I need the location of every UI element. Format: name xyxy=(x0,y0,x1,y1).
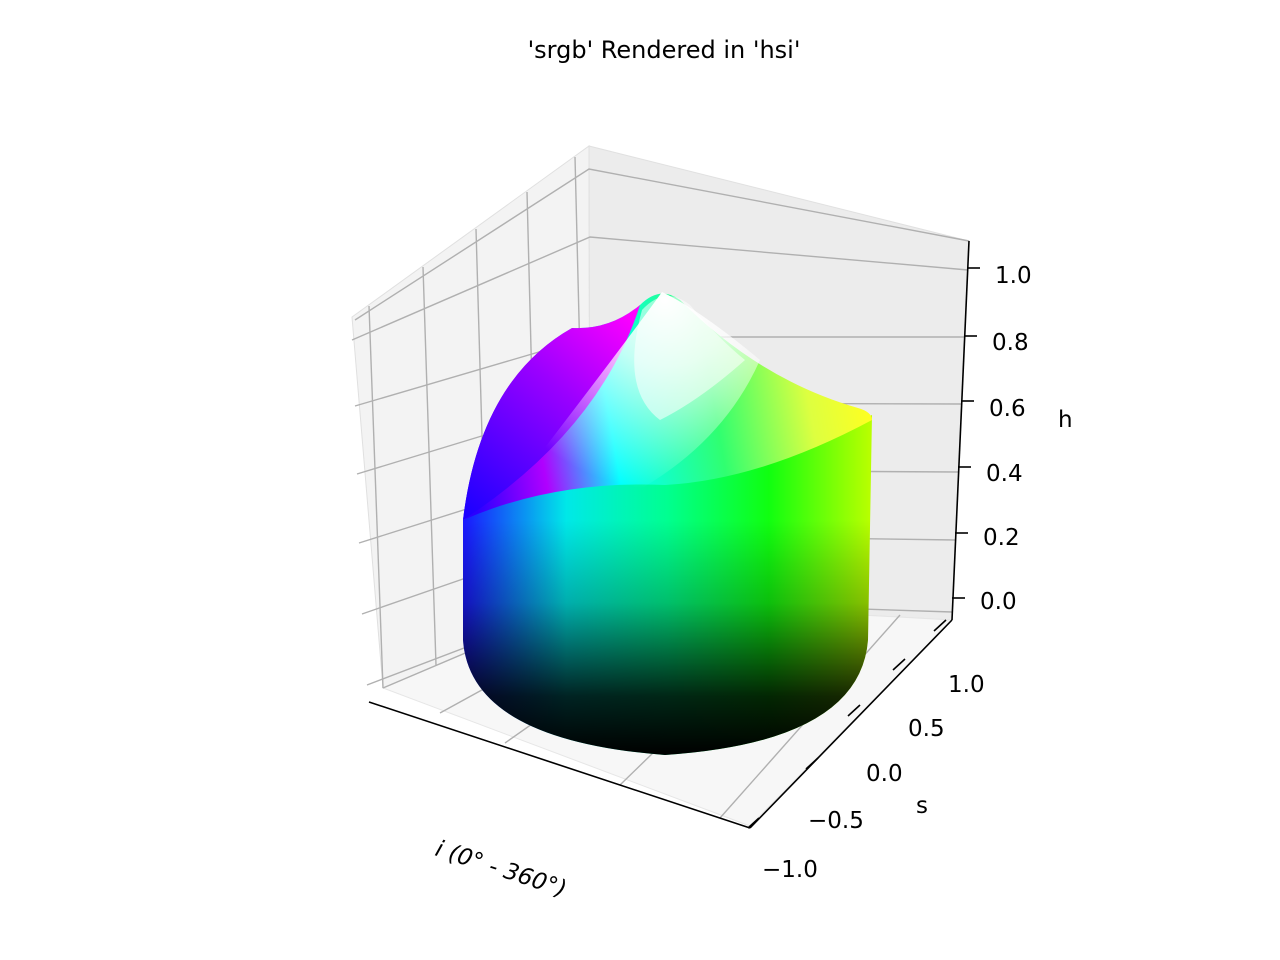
y-tick-3 xyxy=(892,658,906,671)
y-tick-label-1: −0.5 xyxy=(808,808,864,834)
y-tick-label-2: 0.0 xyxy=(866,761,903,787)
y-tick-label-0: −1.0 xyxy=(762,857,818,883)
z-axis-line xyxy=(951,240,970,621)
z-ticks: 0.0 0.2 0.4 0.6 0.8 1.0 xyxy=(952,263,1032,615)
y-axis-label: s xyxy=(916,793,928,819)
z-tick-label-0: 0.0 xyxy=(980,589,1017,615)
z-tick-label-3: 0.6 xyxy=(989,396,1026,422)
y-axis-line xyxy=(749,619,953,829)
z-tick-label-2: 0.4 xyxy=(986,461,1023,487)
x-axis-line xyxy=(368,701,751,829)
y-tick-label-4: 1.0 xyxy=(948,672,985,698)
x-axis-label: i (0° - 360°) xyxy=(432,836,569,903)
hsi-color-solid xyxy=(463,292,872,755)
z-tick-label-4: 0.8 xyxy=(992,330,1029,356)
z-tick-label-5: 1.0 xyxy=(995,263,1032,289)
axis-lines xyxy=(368,240,970,829)
y-tick-label-3: 0.5 xyxy=(908,716,945,742)
y-tick-2 xyxy=(847,704,861,717)
y-tick-0 xyxy=(747,817,760,829)
y-ticks: −1.0 −0.5 0.0 0.5 1.0 xyxy=(747,619,985,883)
chart-title: 'srgb' Rendered in 'hsi' xyxy=(528,36,801,64)
y-tick-4 xyxy=(933,619,947,632)
z-tick-label-1: 0.2 xyxy=(983,525,1020,551)
y-tick-1 xyxy=(805,757,819,770)
z-axis-label: h xyxy=(1058,407,1073,433)
